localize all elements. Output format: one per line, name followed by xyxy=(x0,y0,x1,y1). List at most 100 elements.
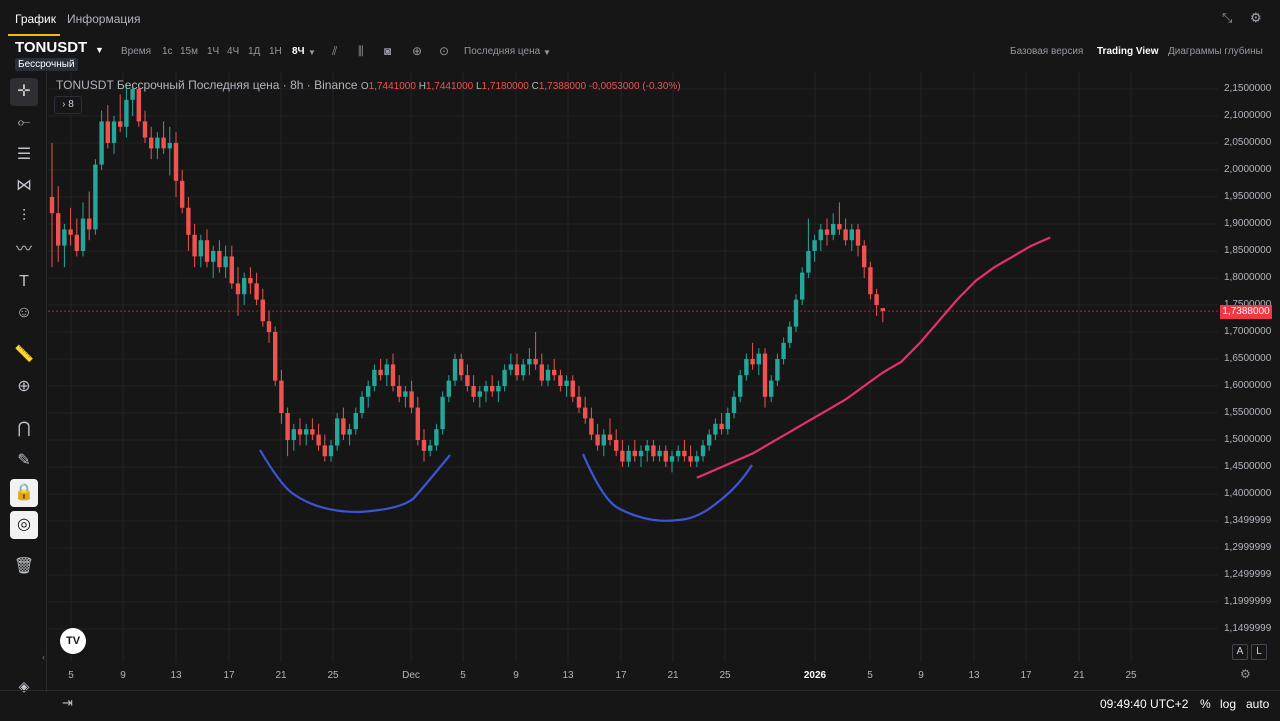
candle xyxy=(390,353,396,392)
gear-icon[interactable]: ⚙ xyxy=(1250,10,1262,25)
log-toggle[interactable]: log xyxy=(1220,697,1237,711)
contract-type-badge: Бессрочный xyxy=(15,58,78,71)
projection-icon[interactable]: ⫶ xyxy=(21,208,26,225)
candle xyxy=(725,407,730,435)
time-axis-label: 9 xyxy=(918,670,924,681)
view-depth[interactable]: Диаграммы глубины xyxy=(1168,46,1263,57)
clock[interactable]: 09:49:40 UTC+2 xyxy=(1100,697,1189,711)
axis-settings-icon[interactable]: ⚙ xyxy=(1240,667,1251,681)
candle xyxy=(328,440,334,462)
camera-icon[interactable]: ◙ xyxy=(384,44,392,58)
interval-15m[interactable]: 15м xyxy=(180,46,198,57)
price-chart[interactable] xyxy=(48,72,1218,662)
candle xyxy=(676,445,681,462)
settings-icon[interactable]: ⚙ xyxy=(1250,10,1262,25)
view-trading-view[interactable]: Trading View xyxy=(1097,46,1159,57)
candle-body xyxy=(335,418,340,446)
tab-chart[interactable]: График xyxy=(15,12,56,26)
price-axis-label: 1,5000000 xyxy=(1224,434,1272,445)
brush-icon[interactable]: 〰 xyxy=(15,241,32,258)
indicators-icon[interactable]: ⫽ xyxy=(332,44,338,58)
auto-scale-button[interactable]: A xyxy=(1232,644,1248,660)
candle-body xyxy=(465,375,470,386)
candle xyxy=(421,429,427,462)
candle xyxy=(806,218,811,278)
candle xyxy=(576,386,582,413)
lock-drawing-icon[interactable]: ✎ xyxy=(17,452,31,469)
symbol-dropdown-icon[interactable]: ▼ xyxy=(95,45,104,55)
text-icon[interactable]: T xyxy=(19,273,29,290)
view-basic[interactable]: Базовая версия xyxy=(1010,46,1084,57)
candle-body xyxy=(880,308,885,312)
candle xyxy=(769,375,774,403)
lock-icon[interactable]: 🔒 xyxy=(10,479,38,507)
layers-icon[interactable]: ◈ xyxy=(18,678,30,694)
candle-body xyxy=(837,224,842,230)
interval-8h-active[interactable]: 8Ч xyxy=(292,46,305,57)
interval-1h[interactable]: 1Ч xyxy=(207,46,220,57)
percent-toggle[interactable]: % xyxy=(1200,697,1211,711)
candle-type-icon[interactable]: ⫼ xyxy=(358,44,364,58)
date-range-icon[interactable]: ⇥ xyxy=(62,695,73,710)
time-axis-label: 5 xyxy=(68,670,74,681)
smiley-icon[interactable]: ☺ xyxy=(15,304,33,321)
candle xyxy=(359,391,365,419)
candle xyxy=(310,418,315,440)
interval-4h[interactable]: 4Ч xyxy=(227,46,240,57)
fib-icon[interactable]: ☰ xyxy=(16,146,32,163)
collapse-toolbar-icon[interactable]: ‹ xyxy=(42,652,45,662)
trend-line-icon[interactable]: ⟜ xyxy=(17,114,31,131)
interval-1w[interactable]: 1Н xyxy=(269,46,282,57)
candle-body xyxy=(372,369,377,386)
candle xyxy=(632,440,637,462)
time-axis-label: 25 xyxy=(327,670,339,681)
tab-info[interactable]: Информация xyxy=(67,12,141,26)
interval-1d[interactable]: 1Д xyxy=(248,46,261,57)
candle-body xyxy=(260,299,265,322)
crosshair-icon[interactable]: ✛ xyxy=(10,78,38,106)
candle xyxy=(527,348,532,376)
interval-1s[interactable]: 1с xyxy=(162,46,173,57)
replay-icon[interactable]: ⊙ xyxy=(439,44,450,58)
legend-close: 1,7388000 xyxy=(538,81,587,92)
zoom-in-icon[interactable]: ⊕ xyxy=(17,378,31,395)
candle xyxy=(80,202,86,257)
candle-body xyxy=(223,256,228,268)
candle-body xyxy=(384,364,389,376)
candle-body xyxy=(366,386,371,397)
price-axis-label: 1,9000000 xyxy=(1224,218,1272,229)
pattern-icon[interactable]: ⋈ xyxy=(16,177,32,194)
interval-dropdown-icon[interactable]: ▼ xyxy=(308,48,316,57)
candle-body xyxy=(266,321,272,332)
chart-legend: TONUSDT Бессрочный Последняя цена · 8h ·… xyxy=(56,78,681,92)
candle xyxy=(124,83,129,138)
candle xyxy=(775,353,780,386)
ruler-icon[interactable]: 📏 xyxy=(14,346,34,363)
price-axis-label: 2,1500000 xyxy=(1224,83,1272,94)
auto-toggle[interactable]: auto xyxy=(1246,697,1270,711)
candle xyxy=(700,440,706,462)
expand-icon[interactable]: ⤡ xyxy=(1222,10,1233,25)
candle xyxy=(638,445,644,467)
candle-body xyxy=(632,450,637,457)
hide-icon[interactable]: ◎ xyxy=(10,511,38,539)
price-type-dropdown-icon[interactable]: ▼ xyxy=(543,48,551,57)
candle-body xyxy=(328,445,334,457)
add-icon[interactable]: ⊕ xyxy=(412,44,423,58)
candle-body xyxy=(62,229,67,246)
active-tab-indicator xyxy=(8,34,60,36)
trash-icon[interactable]: 🗑 xyxy=(13,558,35,575)
candle-body xyxy=(428,445,433,451)
candle xyxy=(496,380,501,403)
indicators-toggle[interactable]: › 8 xyxy=(54,96,82,114)
price-axis-label: 2,0000000 xyxy=(1224,164,1272,175)
time-axis-label: 21 xyxy=(1073,670,1085,681)
candle xyxy=(614,429,619,457)
price-type-select[interactable]: Последняя цена xyxy=(464,46,541,57)
log-scale-button[interactable]: L xyxy=(1251,644,1267,660)
magnet-icon[interactable]: ⋂ xyxy=(17,420,31,437)
candle-body xyxy=(204,240,210,262)
candle-body xyxy=(558,375,563,386)
price-axis-label: 1,6000000 xyxy=(1224,380,1272,391)
symbol-name[interactable]: TONUSDT xyxy=(15,39,88,56)
